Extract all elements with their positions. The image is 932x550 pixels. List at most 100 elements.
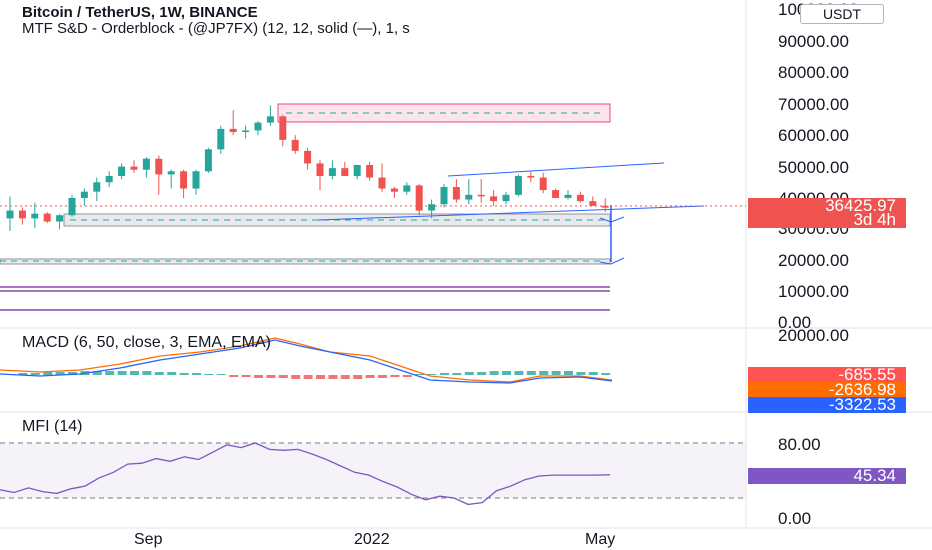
candle-body	[589, 201, 597, 206]
macd-hist-bar	[30, 373, 40, 375]
candle[interactable]	[18, 207, 26, 225]
macd-hist-bar	[365, 375, 375, 378]
candle[interactable]	[56, 213, 64, 230]
macd-hist-bar	[514, 371, 524, 375]
symbol-legend[interactable]: Bitcoin / TetherUS, 1W, BINANCE	[22, 4, 258, 21]
candle[interactable]	[465, 179, 473, 205]
candle-body	[192, 171, 200, 189]
macd-histogram	[6, 371, 611, 379]
upper-trendline[interactable]	[447, 162, 665, 177]
candle[interactable]	[167, 169, 175, 189]
candle[interactable]	[204, 147, 212, 173]
candle[interactable]	[539, 172, 547, 194]
macd-pane[interactable]	[0, 337, 613, 384]
candle[interactable]	[229, 110, 237, 136]
macd-hist-bar	[117, 371, 127, 375]
macd-hist-bar	[588, 372, 598, 375]
candle[interactable]	[31, 202, 39, 228]
candle[interactable]	[105, 171, 113, 187]
candle-body	[514, 175, 522, 195]
candle[interactable]	[266, 105, 274, 126]
candle[interactable]	[589, 196, 597, 206]
candle-body	[527, 175, 535, 178]
macd-hist-bar	[464, 372, 474, 375]
candle[interactable]	[514, 174, 522, 197]
macd-hist-bar	[55, 372, 65, 375]
candle[interactable]	[130, 160, 138, 173]
candle[interactable]	[316, 160, 324, 191]
price-axis[interactable]: 100000.00 90000.00 80000.00 70000.00 600…	[778, 0, 858, 528]
candle[interactable]	[217, 125, 225, 155]
lower-trendline[interactable]	[317, 205, 705, 221]
candle-body	[552, 190, 560, 198]
candle[interactable]	[527, 171, 535, 183]
mfi-legend[interactable]: MFI (14)	[22, 418, 83, 435]
candle[interactable]	[477, 179, 485, 203]
candle[interactable]	[564, 190, 572, 200]
macd-histogram-tag: -685.55	[748, 366, 906, 383]
candle[interactable]	[118, 163, 126, 180]
candles-group[interactable]	[6, 105, 609, 231]
candle[interactable]	[192, 169, 200, 195]
candle[interactable]	[378, 163, 386, 192]
macd-hist-bar	[142, 371, 152, 375]
macd-hist-bar	[192, 373, 201, 375]
price-axis-label: 60000.00	[778, 126, 849, 145]
candle[interactable]	[452, 179, 460, 203]
candle[interactable]	[279, 114, 287, 147]
demand-zone[interactable]	[63, 213, 611, 227]
candle[interactable]	[6, 196, 14, 231]
candle[interactable]	[428, 199, 436, 219]
macd-signal-tag: -3322.53	[748, 396, 906, 413]
candle[interactable]	[490, 190, 498, 206]
macd-hist-bar	[440, 373, 449, 375]
candle-body	[180, 171, 188, 189]
candle[interactable]	[43, 212, 51, 224]
macd-legend[interactable]: MACD (6, 50, close, 3, EMA, EMA)	[22, 334, 271, 351]
candle-body	[242, 130, 250, 133]
candle[interactable]	[440, 183, 448, 208]
candle[interactable]	[291, 135, 299, 155]
candle[interactable]	[353, 165, 361, 180]
time-axis[interactable]: Sep 2022 May	[134, 531, 615, 548]
supply-zone[interactable]	[277, 103, 611, 123]
indicator-legend[interactable]: MTF S&D - Orderblock - (@JP7FX) (12, 12,…	[22, 20, 410, 37]
macd-hist-bar	[390, 375, 400, 377]
candle[interactable]	[601, 197, 609, 213]
candle[interactable]	[93, 177, 101, 202]
macd-hist-bar	[68, 372, 77, 375]
candle[interactable]	[415, 183, 423, 216]
macd-hist-bar	[105, 371, 115, 375]
lower-demand-zone[interactable]	[0, 258, 611, 265]
candle[interactable]	[390, 186, 398, 198]
macd-hist-bar	[229, 375, 239, 377]
mfi-pane[interactable]	[0, 442, 746, 506]
candle[interactable]	[403, 182, 411, 195]
candle[interactable]	[341, 161, 349, 176]
candle[interactable]	[180, 169, 188, 198]
price-axis-label: 10000.00	[778, 282, 849, 301]
candle-body	[254, 122, 262, 131]
candle[interactable]	[576, 191, 584, 203]
candle-body	[576, 194, 584, 202]
candle[interactable]	[552, 188, 560, 198]
currency-button[interactable]: USDT	[800, 4, 884, 24]
candle[interactable]	[80, 188, 88, 206]
candle[interactable]	[328, 160, 336, 180]
macd-hist-bar	[564, 371, 573, 375]
candle[interactable]	[366, 161, 374, 181]
candle[interactable]	[254, 121, 262, 136]
candle[interactable]	[242, 125, 250, 139]
candle-body	[167, 171, 175, 175]
candle[interactable]	[155, 155, 163, 195]
candle[interactable]	[502, 191, 510, 205]
macd-hist-bar	[402, 375, 412, 377]
candle-body	[428, 204, 436, 211]
candle[interactable]	[142, 157, 150, 178]
candle[interactable]	[304, 147, 312, 170]
candle[interactable]	[68, 194, 76, 217]
mfi-value-tag: 45.34	[748, 467, 906, 484]
candle-body	[403, 185, 411, 192]
